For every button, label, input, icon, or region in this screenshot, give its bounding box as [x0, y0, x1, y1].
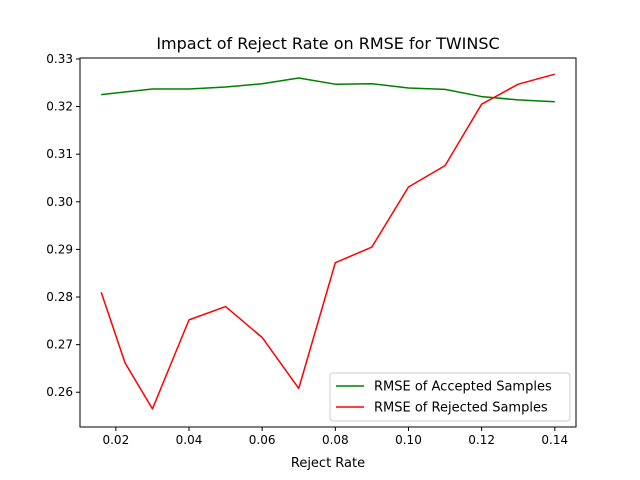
x-tick-label: 0.10 [395, 433, 422, 447]
x-tick-label: 0.08 [322, 433, 349, 447]
series-line-0 [101, 77, 555, 103]
y-tick-label: 0.33 [46, 52, 73, 66]
x-tick-label: 0.06 [249, 433, 276, 447]
y-tick-label: 0.31 [46, 147, 73, 161]
x-tick-label: 0.12 [468, 433, 495, 447]
legend-label: RMSE of Accepted Samples [374, 380, 552, 395]
y-tick-label: 0.28 [46, 290, 73, 304]
legend-label: RMSE of Rejected Samples [374, 401, 548, 416]
x-tick-label: 0.04 [176, 433, 203, 447]
series-line-1 [100, 73, 555, 410]
legend-box [329, 372, 571, 422]
chart-title: Impact of Reject Rate on RMSE for TWINSC [156, 34, 499, 53]
y-axis: 0.26 0.27 0.28 0.29 0.30 0.31 0.32 0.33 [46, 52, 80, 399]
y-tick-label: 0.30 [46, 195, 73, 209]
x-tick-label: 0.02 [102, 433, 129, 447]
legend: RMSE of Accepted Samples RMSE of Rejected… [329, 372, 571, 422]
y-tick-label: 0.29 [46, 242, 73, 256]
x-axis: 0.02 0.04 0.06 0.08 0.10 0.12 0.14 [102, 427, 568, 447]
y-tick-label: 0.27 [46, 338, 73, 352]
y-tick-label: 0.26 [46, 385, 73, 399]
plot-frame [79, 57, 577, 428]
y-tick-label: 0.32 [46, 100, 73, 114]
series-layer [100, 73, 555, 410]
x-tick-label: 0.14 [541, 433, 568, 447]
x-axis-label: Reject Rate [291, 456, 365, 471]
